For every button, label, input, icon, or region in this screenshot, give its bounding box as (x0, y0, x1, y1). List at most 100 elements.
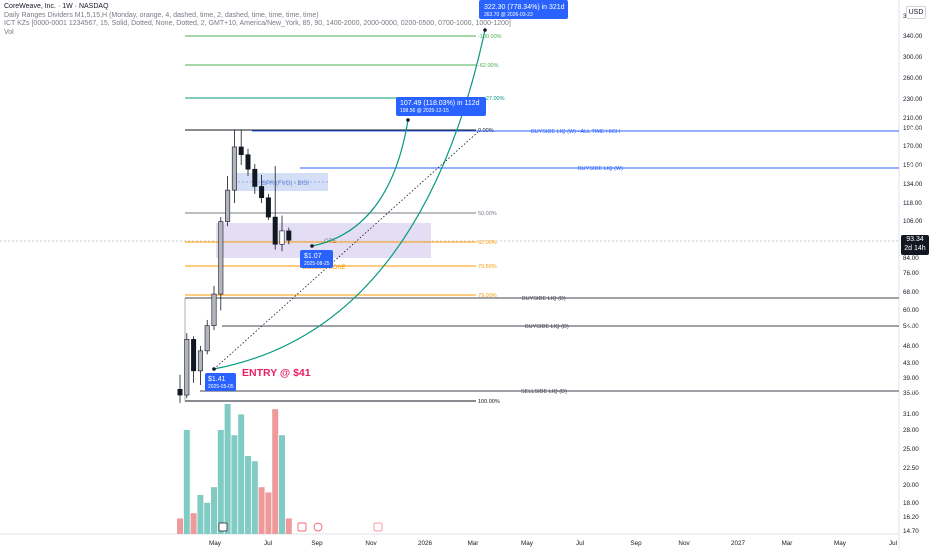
price-tick-label: 230.00 (903, 96, 923, 103)
fib-level-label: 70.50% (478, 264, 497, 270)
price-badge-ath: 185.75 (904, 127, 926, 134)
candle[interactable] (259, 186, 265, 199)
volume-bar (272, 409, 279, 534)
chart-legend: CoreWeave, Inc. · 1W · NASDAQ Daily Rang… (4, 3, 511, 37)
candle[interactable] (279, 230, 285, 245)
price-tick-label: 18.00 (903, 500, 919, 507)
projection-curve-long[interactable] (213, 29, 486, 370)
candle[interactable] (286, 230, 292, 241)
time-tick-label: Mar (782, 540, 793, 547)
time-tick-label: 2026 (418, 540, 433, 547)
price-tick-label: 25.00 (903, 446, 919, 453)
price-tick-label: 150.00 (903, 162, 923, 169)
price-tick-label: 60.00 (903, 307, 919, 314)
fib-level-label: -62.00% (478, 63, 499, 69)
volume-bar (251, 461, 258, 534)
price-tick-label: 14.70 (903, 528, 919, 535)
volume-bar (183, 430, 190, 534)
price-tick-label: 300.00 (903, 54, 923, 61)
time-tick-label: Jul (264, 540, 272, 547)
fib-level-label: 50.00% (478, 211, 497, 217)
earnings-icon (297, 522, 307, 532)
currency-button[interactable]: USD (906, 6, 926, 19)
target-callout-long[interactable]: 322.30 (778.34%) in 321d 363.70 @ 2026-0… (479, 0, 568, 19)
indicator-volume[interactable]: Vol (4, 28, 14, 36)
price-tick-label: 54.00 (903, 323, 919, 330)
svg-text:$1.07: $1.07 (304, 253, 322, 260)
candle[interactable] (265, 197, 271, 218)
fib-level-label: 100.00% (478, 399, 500, 405)
fib-level-label: 79.00% (478, 293, 497, 299)
volume-bar (211, 487, 217, 534)
price-axis[interactable]: 380.00340.00300.00260.00230.00210.00190.… (903, 13, 923, 535)
price-tick-label: 43.00 (903, 360, 919, 367)
event-markers[interactable] (218, 522, 383, 532)
price-tick-label: 28.00 (903, 427, 919, 434)
fib-level-label: -27.00% (484, 96, 505, 102)
fib-retracement[interactable]: -100.00% -62.00% -27.00% 0.00% 50.00% 62… (184, 34, 505, 405)
indicator-daily-ranges[interactable]: Daily Ranges Dividers M1,5,15,H (Monday,… (4, 11, 319, 19)
volume-bar (258, 487, 265, 534)
price-tick-label: 35.00 (903, 390, 919, 397)
price-tick-label: 76.00 (903, 270, 919, 277)
volume-bar (245, 456, 251, 534)
candle[interactable] (218, 221, 224, 295)
volume-bar (279, 435, 285, 534)
candlestick-series[interactable] (177, 129, 292, 403)
price-tick-label: 190.00 (903, 125, 923, 132)
price-tick-label: 170.00 (903, 143, 923, 150)
candle[interactable] (204, 325, 210, 352)
dividend-icon (313, 522, 323, 532)
volume-bar (231, 435, 238, 534)
volume-bar (177, 518, 183, 534)
candle[interactable] (191, 339, 197, 372)
candle[interactable] (245, 154, 251, 170)
price-tick-label: 20.00 (903, 482, 919, 489)
candle[interactable] (211, 293, 217, 326)
price-tick-label: 210.00 (903, 115, 923, 122)
time-axis[interactable]: May Jul Sep Nov 2026 Mar May Jul Sep Nov 2027 Mar Ma… (209, 540, 897, 547)
candle[interactable] (238, 146, 244, 155)
low-callout-recent[interactable]: $1.07 2025-08-25 (300, 250, 333, 268)
time-tick-label: Nov (365, 540, 377, 547)
time-tick-label: 2027 (731, 540, 746, 547)
volume-bar (197, 495, 204, 534)
candle[interactable] (231, 146, 237, 191)
candle[interactable] (272, 216, 278, 245)
projection-curve-short[interactable] (311, 119, 409, 247)
candle[interactable] (177, 388, 183, 396)
svg-text:$1.41: $1.41 (208, 376, 226, 383)
price-tick-label: 118.00 (903, 200, 922, 207)
time-tick-label: Sep (630, 540, 642, 547)
symbol-title[interactable]: CoreWeave, Inc. · 1W · NASDAQ (4, 3, 109, 10)
price-tick-label: 31.00 (903, 411, 919, 418)
liquidity-lines[interactable]: BUYSIDE LIQ (W) - ALL TIME HIGH BUYSIDE … (185, 129, 899, 395)
price-badge-weekly: 147.83 (904, 164, 926, 171)
bar-countdown: 2d 14h (904, 245, 926, 252)
liquidity-label: SELLSIDE LIQ (D) (521, 389, 567, 395)
candle[interactable] (225, 189, 231, 222)
entry-label: ENTRY @ $41 (242, 367, 311, 379)
price-tick-label: 106.00 (903, 218, 923, 225)
liquidity-label: BUYSIDE LIQ (D) (522, 296, 566, 302)
volume-bar (265, 492, 272, 534)
price-tick-label: 39.00 (903, 375, 919, 382)
price-tick-label: 260.00 (903, 75, 923, 82)
price-tick-label: 22.50 (903, 465, 919, 472)
candle[interactable] (252, 168, 258, 187)
future-event-icon (373, 522, 383, 532)
time-tick-label: Nov (678, 540, 690, 547)
svg-text:322.30 (778.34%) in 321d: 322.30 (778.34%) in 321d (484, 4, 565, 11)
earnings-icon (218, 522, 228, 532)
volume-bar (238, 414, 245, 534)
price-badge-daily-2: 54.28 (906, 322, 924, 329)
candle[interactable] (184, 339, 190, 396)
indicator-ict-kz[interactable]: ICT KZs [0000-0001 1234567, 15, Solid, D… (4, 20, 511, 28)
volume-bar (217, 430, 224, 534)
svg-text:2025-05-05: 2025-05-05 (208, 384, 234, 390)
low-callout-may[interactable]: $1.41 2025-05-05 (205, 373, 236, 391)
candle[interactable] (197, 350, 203, 372)
target-callout-short[interactable]: 107.49 (118.03%) in 112d 198.56 @ 2025-1… (396, 97, 486, 116)
volume-bar (204, 502, 211, 534)
